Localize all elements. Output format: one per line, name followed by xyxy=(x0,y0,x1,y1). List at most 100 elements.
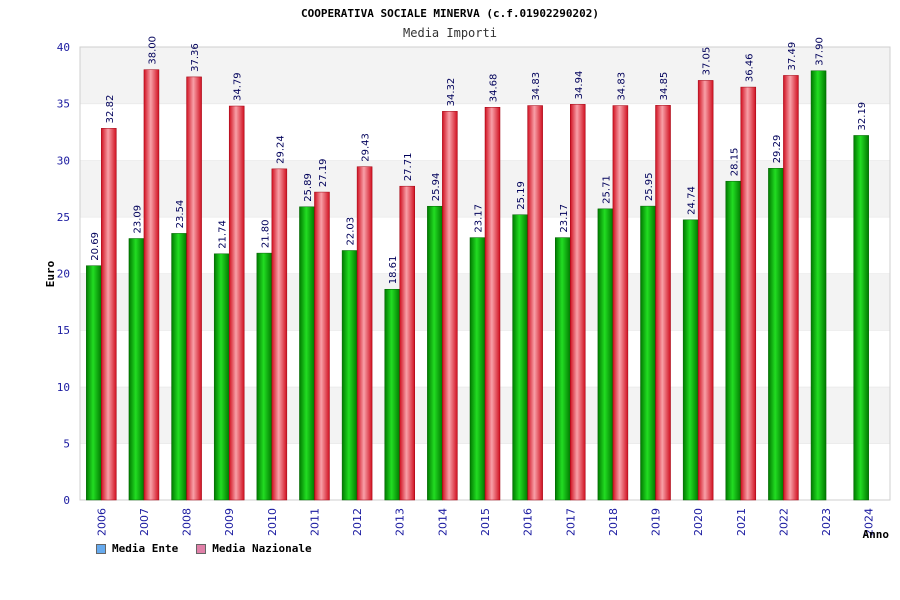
legend: Media Ente Media Nazionale xyxy=(96,542,312,555)
bar-value-label: 23.17 xyxy=(559,204,570,233)
bars-group xyxy=(86,69,869,501)
bar-value-label: 27.19 xyxy=(318,158,329,187)
bar-value-label: 34.79 xyxy=(233,72,244,101)
bar-value-label: 25.71 xyxy=(601,175,612,204)
bar-value-label: 27.71 xyxy=(403,153,414,182)
bar-media-ente-2020 xyxy=(682,219,699,501)
x-tick-label: 2011 xyxy=(308,508,321,536)
bar-value-label: 34.32 xyxy=(446,78,457,107)
bar-value-label: 37.90 xyxy=(815,37,826,66)
legend-item-media-nazionale: Media Nazionale xyxy=(196,542,312,555)
bar-media-ente-2012 xyxy=(341,250,358,501)
legend-swatch-media-nazionale xyxy=(196,543,207,554)
bar-media-nazionale-2016 xyxy=(527,105,543,501)
bar-value-label: 37.49 xyxy=(787,42,798,71)
bar-value-label: 18.61 xyxy=(388,256,399,285)
x-tick-label: 2007 xyxy=(138,508,151,536)
x-tick-label: 2019 xyxy=(650,508,663,536)
bar-media-ente-2014 xyxy=(427,205,443,501)
legend-item-media-ente: Media Ente xyxy=(96,542,178,555)
bar-value-label: 34.83 xyxy=(616,72,627,101)
bar-media-nazionale-2007 xyxy=(143,69,160,501)
bar-media-ente-2011 xyxy=(299,206,315,501)
bar-media-ente-2013 xyxy=(384,288,400,501)
bar-media-ente-2016 xyxy=(512,214,528,501)
bar-media-nazionale-2006 xyxy=(101,128,117,501)
y-tick-label: 20 xyxy=(57,268,70,281)
legend-swatch-media-ente xyxy=(96,543,106,554)
bar-value-label: 23.17 xyxy=(474,204,485,233)
bar-value-label: 23.54 xyxy=(175,200,186,229)
bar-media-nazionale-2010 xyxy=(271,168,288,501)
x-tick-label: 2012 xyxy=(351,508,364,536)
x-tick-label: 2022 xyxy=(777,508,790,536)
x-tick-label: 2013 xyxy=(394,508,407,536)
bar-media-nazionale-2012 xyxy=(356,166,373,501)
bar-media-ente-2024 xyxy=(853,135,869,501)
bar-media-nazionale-2022 xyxy=(783,75,799,501)
x-tick-label: 2009 xyxy=(223,508,236,536)
bar-value-label: 22.03 xyxy=(346,217,357,246)
chart-subtitle: Media Importi xyxy=(403,26,497,40)
chart-title: COOPERATIVA SOCIALE MINERVA (c.f.0190229… xyxy=(301,7,599,20)
bar-media-nazionale-2014 xyxy=(442,111,458,501)
bar-value-label: 34.94 xyxy=(574,71,585,100)
y-tick-label: 35 xyxy=(57,98,70,111)
bar-value-label: 38.00 xyxy=(147,36,158,65)
bar-media-ente-2022 xyxy=(768,168,784,501)
x-tick-label: 2024 xyxy=(863,508,876,536)
bar-value-label: 37.05 xyxy=(702,47,713,76)
bar-value-label: 25.94 xyxy=(431,173,442,202)
bar-media-nazionale-2009 xyxy=(228,105,245,501)
bar-value-label: 25.95 xyxy=(644,172,655,201)
bar-media-nazionale-2018 xyxy=(612,105,629,501)
bar-media-nazionale-2020 xyxy=(697,80,714,501)
bar-media-ente-2023 xyxy=(810,70,827,501)
x-tick-label: 2021 xyxy=(735,508,748,536)
bar-value-label: 20.69 xyxy=(90,232,101,261)
y-tick-label: 10 xyxy=(57,381,70,394)
bar-value-label: 21.74 xyxy=(218,220,229,249)
bar-value-label: 25.19 xyxy=(516,181,527,210)
bar-value-label: 29.29 xyxy=(772,135,783,164)
bar-value-label: 25.89 xyxy=(303,173,314,202)
bar-media-nazionale-2011 xyxy=(314,191,330,501)
bar-media-ente-2018 xyxy=(597,208,614,501)
x-tick-label: 2008 xyxy=(181,508,194,536)
x-tick-label: 2017 xyxy=(564,508,577,536)
bar-media-ente-2019 xyxy=(640,205,656,501)
y-axis-ticks: 0 5 10 15 20 25 30 35 40 xyxy=(57,41,70,507)
legend-label-media-ente: Media Ente xyxy=(112,542,179,555)
x-tick-label: 2020 xyxy=(692,508,705,536)
bar-media-ente-2015 xyxy=(469,237,486,501)
y-axis-label: Euro xyxy=(44,260,57,287)
y-tick-label: 40 xyxy=(57,41,70,54)
bar-media-nazionale-2019 xyxy=(655,105,671,501)
y-tick-label: 30 xyxy=(57,154,70,167)
bar-value-label: 28.15 xyxy=(729,148,740,177)
bar-media-ente-2007 xyxy=(128,238,145,501)
bar-value-label: 32.82 xyxy=(105,95,116,124)
bar-value-label: 21.80 xyxy=(260,219,271,248)
bar-value-label: 32.19 xyxy=(857,102,868,131)
x-tick-label: 2015 xyxy=(479,508,492,536)
bar-value-label: 37.36 xyxy=(190,43,201,72)
x-axis-label: Anno xyxy=(863,528,890,541)
bar-value-label: 36.46 xyxy=(744,53,755,82)
bar-media-ente-2017 xyxy=(555,237,571,501)
bar-media-nazionale-2015 xyxy=(484,106,501,501)
bar-media-nazionale-2013 xyxy=(399,185,415,501)
bar-value-label: 29.43 xyxy=(361,133,372,162)
x-tick-label: 2016 xyxy=(522,508,535,536)
y-tick-label: 15 xyxy=(57,324,70,337)
bar-media-ente-2008 xyxy=(171,233,187,501)
bar-media-nazionale-2021 xyxy=(740,86,757,501)
x-tick-label: 2018 xyxy=(607,508,620,536)
x-tick-label: 2023 xyxy=(820,508,833,536)
bar-value-label: 34.68 xyxy=(489,74,500,103)
x-tick-label: 2014 xyxy=(436,508,449,536)
y-tick-label: 5 xyxy=(63,437,70,450)
y-tick-label: 25 xyxy=(57,211,70,224)
bar-value-label: 29.24 xyxy=(275,135,286,164)
